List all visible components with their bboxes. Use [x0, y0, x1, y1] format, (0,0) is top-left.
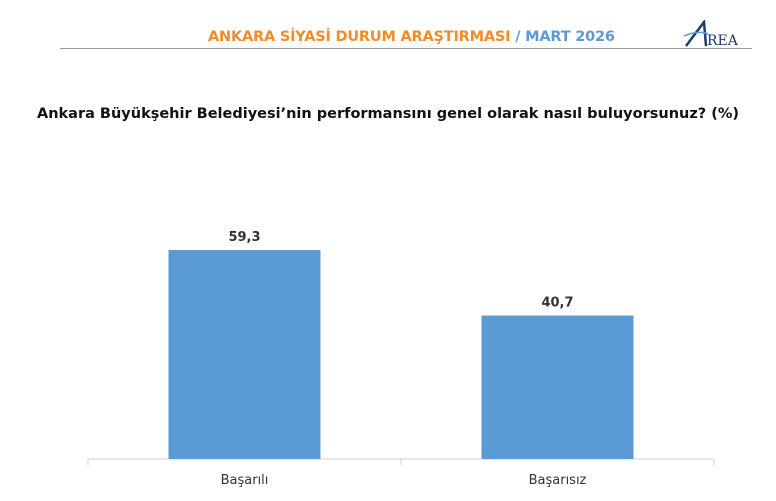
data-label: 59,3	[228, 230, 260, 245]
area-logo: REA	[684, 20, 739, 49]
svg-text:REA: REA	[707, 33, 739, 49]
header-title-separator: /	[510, 29, 526, 45]
header-title-date: MART 2026	[525, 29, 615, 45]
header-title: ANKARA SİYASİ DURUM ARAŞTIRMASI / MART 2…	[208, 29, 615, 45]
x-tick-label: Başarısız	[529, 473, 587, 488]
header-title-main: ANKARA SİYASİ DURUM ARAŞTIRMASI	[208, 29, 511, 45]
header-divider	[60, 48, 752, 49]
data-label: 40,7	[541, 296, 573, 311]
chart-title: Ankara Büyükşehir Belediyesi’nin perform…	[36, 106, 740, 122]
x-tick-label: Başarılı	[221, 473, 269, 488]
bar-2	[481, 315, 634, 459]
bar-1	[168, 249, 321, 459]
